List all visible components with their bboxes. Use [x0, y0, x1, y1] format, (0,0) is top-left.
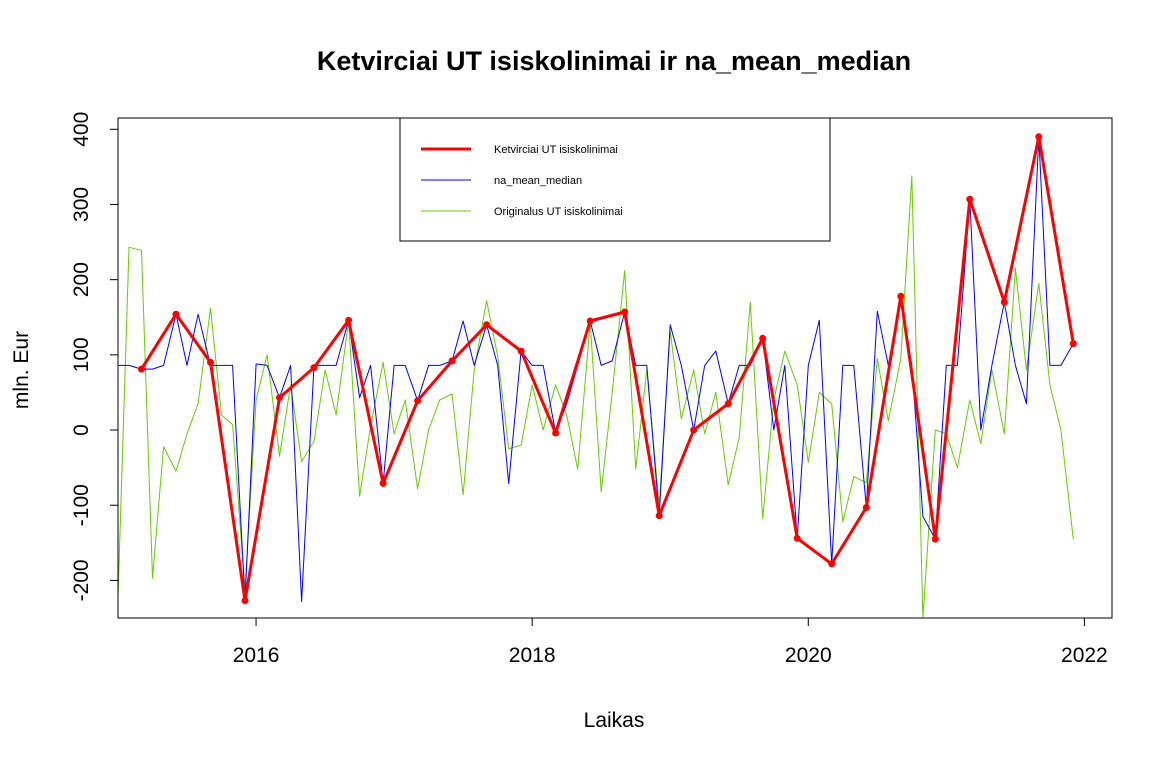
series-point-0	[793, 534, 801, 542]
legend-frame	[399, 117, 831, 242]
y-tick-label: 200	[70, 262, 93, 297]
series-point-0	[862, 504, 870, 511]
series-point-0	[690, 426, 698, 434]
series-point-0	[172, 310, 180, 318]
series-point-0	[552, 429, 560, 437]
x-axis-label: Laikas	[584, 709, 645, 732]
series-point-0	[276, 394, 283, 402]
y-axis-label: mln. Eur	[10, 331, 33, 409]
legend: Ketvirciai UT isiskolinimai na_mean_medi…	[399, 117, 831, 242]
series-layer	[118, 133, 1077, 618]
legend-label-series-1: na_mean_median	[494, 175, 582, 187]
x-tick-label: 2018	[509, 644, 556, 667]
series-point-0	[448, 357, 456, 365]
series-point-0	[655, 512, 663, 520]
x-tick-label: 2016	[233, 644, 280, 667]
series-point-0	[828, 560, 836, 568]
chart-title: Ketvirciai UT isiskolinimai ir na_mean_m…	[317, 46, 911, 76]
series-point-0	[759, 334, 767, 342]
y-tick-label: 300	[70, 187, 93, 222]
x-tick-label: 2020	[785, 644, 832, 667]
series-point-0	[1000, 298, 1008, 306]
series-point-0	[207, 358, 214, 366]
series-line-0	[140, 135, 1075, 603]
y-tick-label: 100	[70, 337, 93, 372]
x-tick-label: 2022	[1061, 644, 1108, 667]
series-point-0	[586, 317, 594, 325]
series-point-0	[241, 597, 249, 605]
series-point-0	[724, 400, 732, 408]
series-point-0	[897, 292, 905, 300]
series-point-0	[138, 365, 145, 373]
series-point-0	[931, 535, 939, 543]
y-tick-label: -100	[70, 484, 93, 526]
y-tick-label: 400	[70, 112, 93, 147]
series-point-0	[517, 347, 525, 355]
series-point-0	[621, 308, 629, 316]
legend-label-series-2: Originalus UT isiskolinimai	[494, 206, 623, 218]
series-point-0	[414, 397, 422, 405]
series-point-0	[379, 479, 387, 487]
axis-ticks: 2016 2018 2020 2022 -200 -100 0 100 200 300 400	[70, 112, 1108, 667]
y-tick-label: -200	[70, 559, 93, 601]
series-point-0	[345, 316, 353, 324]
y-tick-label: 0	[70, 424, 93, 436]
series-line-2	[118, 175, 1074, 618]
series-point-0	[966, 195, 974, 203]
series-point-0	[310, 364, 318, 372]
legend-label-series-0: Ketvirciai UT isiskolinimai	[494, 144, 618, 156]
series-point-0	[1069, 340, 1077, 348]
series-point-0	[483, 321, 491, 329]
series-point-0	[1035, 133, 1043, 141]
